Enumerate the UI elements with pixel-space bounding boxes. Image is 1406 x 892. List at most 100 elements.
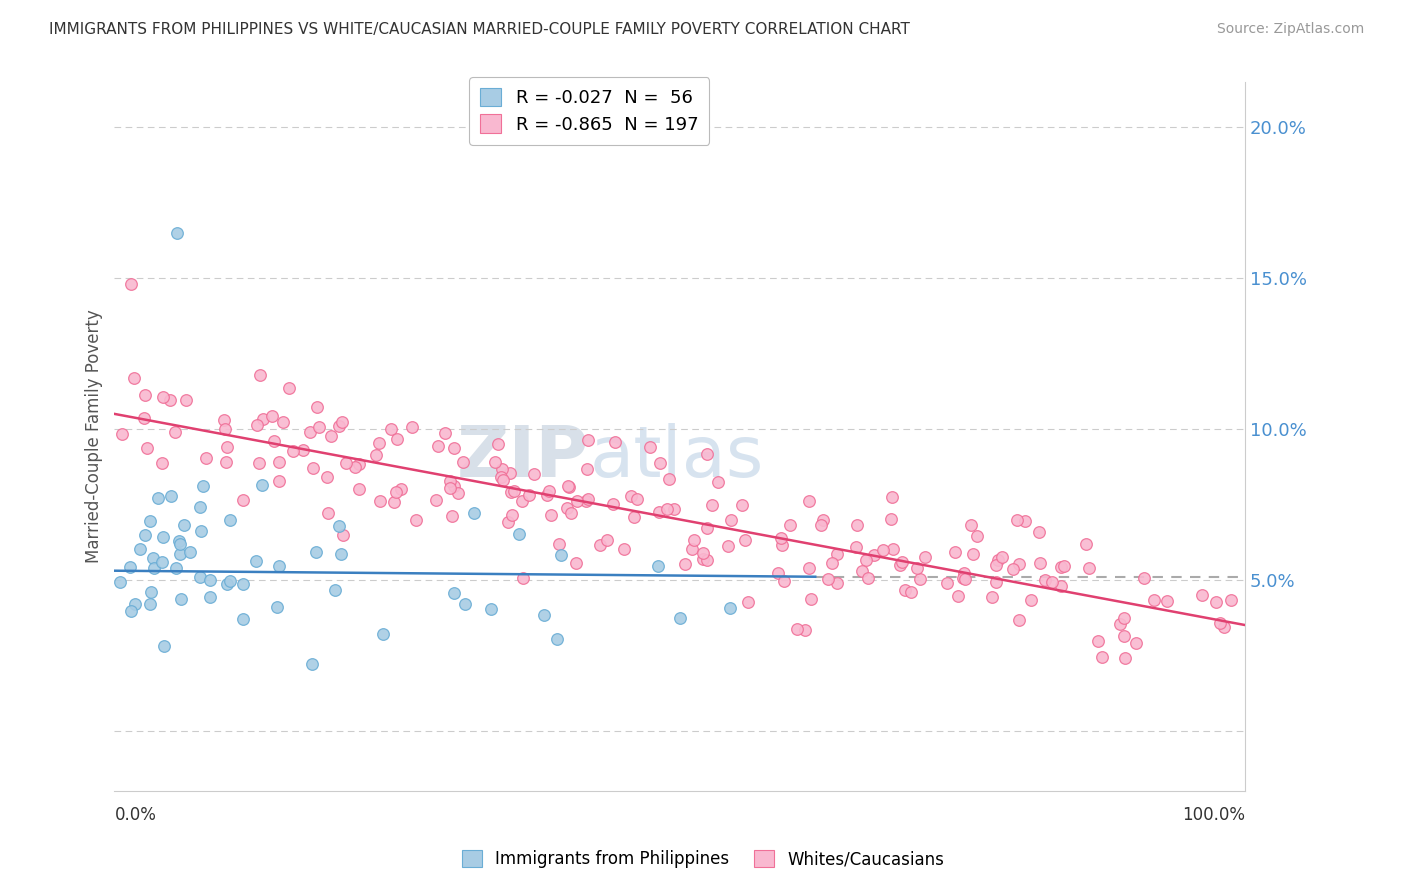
Point xyxy=(851,564,873,578)
Point xyxy=(323,583,346,598)
Point xyxy=(1209,615,1232,630)
Point xyxy=(484,455,506,469)
Point xyxy=(1156,594,1178,608)
Point xyxy=(986,574,1008,589)
Point xyxy=(150,457,173,471)
Point xyxy=(510,494,533,508)
Point xyxy=(692,552,714,566)
Point xyxy=(717,539,740,553)
Point xyxy=(108,575,131,590)
Point xyxy=(305,400,328,414)
Point xyxy=(810,518,832,533)
Point xyxy=(443,441,465,455)
Point xyxy=(946,589,969,603)
Point xyxy=(952,571,974,585)
Point xyxy=(1114,651,1136,665)
Point xyxy=(905,561,928,575)
Point xyxy=(612,542,634,557)
Point xyxy=(139,598,162,612)
Point xyxy=(1007,513,1029,527)
Point xyxy=(316,470,339,484)
Point xyxy=(943,544,966,558)
Point xyxy=(364,449,387,463)
Point xyxy=(953,566,976,580)
Point xyxy=(682,533,704,547)
Point xyxy=(301,657,323,672)
Point xyxy=(499,467,522,481)
Point xyxy=(134,388,156,402)
Point xyxy=(1125,636,1147,650)
Point xyxy=(194,451,217,466)
Point xyxy=(734,533,756,548)
Point xyxy=(134,528,156,542)
Point xyxy=(1049,578,1071,592)
Point xyxy=(439,475,461,489)
Point xyxy=(426,439,449,453)
Point xyxy=(1007,557,1029,571)
Point xyxy=(198,591,221,605)
Point xyxy=(260,409,283,424)
Point xyxy=(129,542,152,557)
Point xyxy=(797,494,820,508)
Point xyxy=(385,484,408,499)
Point xyxy=(786,622,808,636)
Point xyxy=(179,544,201,558)
Point xyxy=(218,574,240,589)
Point xyxy=(731,499,754,513)
Point xyxy=(648,505,671,519)
Point xyxy=(700,498,723,512)
Point xyxy=(605,434,627,449)
Point xyxy=(675,557,697,571)
Point xyxy=(166,226,188,240)
Point xyxy=(263,434,285,448)
Point xyxy=(271,416,294,430)
Point xyxy=(648,456,671,470)
Point xyxy=(165,425,187,440)
Point xyxy=(463,506,485,520)
Point xyxy=(576,433,599,447)
Point xyxy=(540,508,562,523)
Point xyxy=(146,491,169,505)
Point xyxy=(120,560,142,574)
Text: Source: ZipAtlas.com: Source: ZipAtlas.com xyxy=(1216,22,1364,37)
Point xyxy=(212,413,235,427)
Point xyxy=(512,571,534,585)
Point xyxy=(565,494,588,508)
Point xyxy=(550,548,572,562)
Point xyxy=(856,571,879,585)
Point xyxy=(249,368,271,382)
Point xyxy=(575,494,598,508)
Point xyxy=(328,518,350,533)
Point xyxy=(479,602,502,616)
Point xyxy=(1108,616,1130,631)
Point xyxy=(706,475,728,489)
Text: ZIP: ZIP xyxy=(457,424,589,492)
Point xyxy=(602,497,624,511)
Point xyxy=(576,491,599,506)
Text: atlas: atlas xyxy=(589,424,763,492)
Point xyxy=(335,456,357,470)
Point xyxy=(797,561,820,575)
Point xyxy=(560,506,582,520)
Point xyxy=(304,545,326,559)
Point xyxy=(1087,633,1109,648)
Point xyxy=(1076,537,1098,551)
Point xyxy=(371,627,394,641)
Point xyxy=(855,553,877,567)
Point xyxy=(447,486,470,500)
Point xyxy=(626,492,648,507)
Point xyxy=(557,479,579,493)
Point xyxy=(880,490,903,504)
Point xyxy=(120,277,142,292)
Point xyxy=(893,583,915,598)
Point xyxy=(173,517,195,532)
Point xyxy=(533,607,555,622)
Point xyxy=(538,483,561,498)
Point xyxy=(443,586,465,600)
Point xyxy=(124,597,146,611)
Point xyxy=(845,540,868,554)
Point xyxy=(825,576,848,591)
Point xyxy=(174,393,197,408)
Legend: Immigrants from Philippines, Whites/Caucasians: Immigrants from Philippines, Whites/Cauc… xyxy=(456,843,950,875)
Text: 0.0%: 0.0% xyxy=(114,806,156,824)
